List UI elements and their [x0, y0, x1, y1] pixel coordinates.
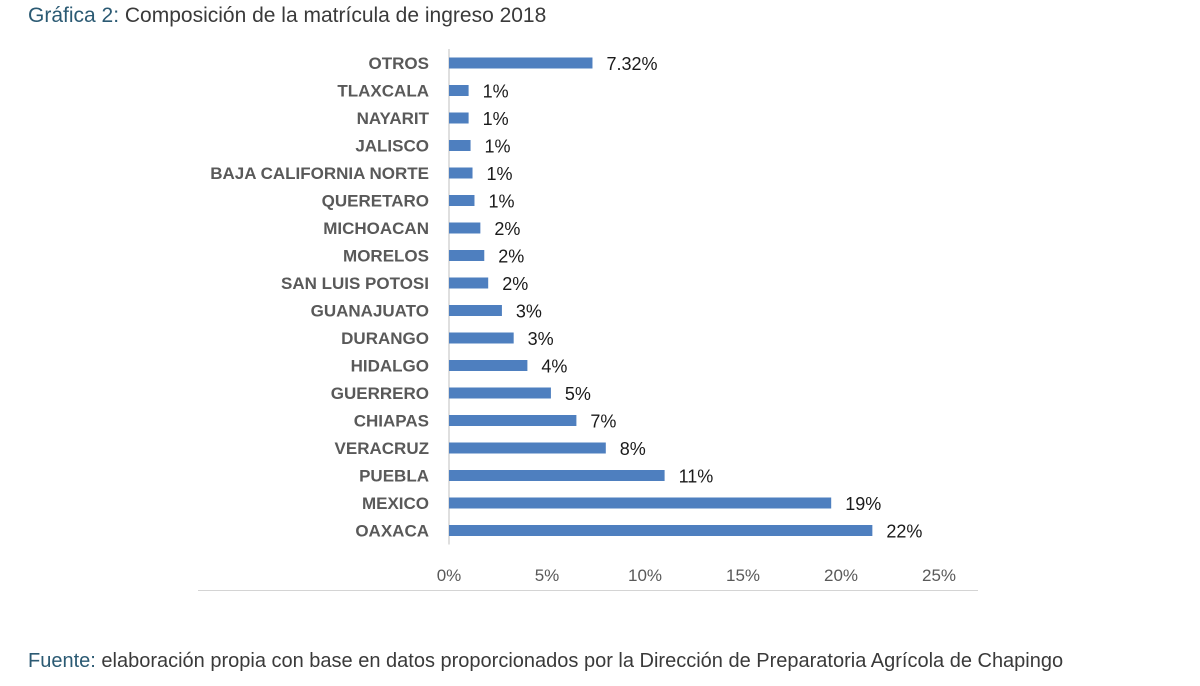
bar-guanajuato	[449, 305, 502, 316]
data-label-guerrero: 5%	[565, 384, 591, 404]
data-label-veracruz: 8%	[620, 439, 646, 459]
data-label-morelos: 2%	[498, 247, 524, 267]
bar-jalisco	[449, 140, 471, 151]
category-label-hidalgo: HIDALGO	[351, 357, 429, 376]
bar-hidalgo	[449, 360, 528, 371]
category-label-otros: OTROS	[369, 54, 429, 73]
bar-otros	[449, 57, 593, 69]
category-label-durango: DURANGO	[341, 329, 429, 348]
category-label-tlaxcala: TLAXCALA	[337, 82, 429, 101]
bar-puebla	[449, 470, 665, 481]
x-tick-label: 15%	[726, 566, 760, 585]
bar-queretaro	[449, 195, 475, 206]
bar-durango	[449, 332, 514, 344]
category-label-queretaro: QUERETARO	[322, 192, 429, 211]
bar-san-luis-potosi	[449, 277, 489, 289]
category-label-jalisco: JALISCO	[355, 137, 429, 156]
chart-title-prefix: Gráfica 2:	[28, 4, 120, 27]
category-label-baja-california-norte: BAJA CALIFORNIA NORTE	[210, 164, 429, 183]
category-label-chiapas: CHIAPAS	[354, 412, 429, 431]
category-label-san-luis-potosi: SAN LUIS POTOSI	[281, 274, 429, 293]
data-label-mexico: 19%	[845, 494, 881, 514]
data-label-tlaxcala: 1%	[483, 82, 509, 102]
bar-chiapas	[449, 415, 577, 426]
x-tick-label: 20%	[824, 566, 858, 585]
bar-mexico	[449, 497, 832, 509]
bar-morelos	[449, 250, 485, 261]
data-label-oaxaca: 22%	[886, 522, 922, 542]
data-label-nayarit: 1%	[483, 109, 509, 129]
data-label-puebla: 11%	[679, 467, 714, 487]
category-label-guanajuato: GUANAJUATO	[311, 302, 429, 321]
bar-chart: OTROS 7.32% TLAXCALA 1% NAYARIT 1% JALISCO 1% BA…	[210, 49, 956, 585]
data-label-durango: 3%	[528, 329, 554, 349]
data-label-hidalgo: 4%	[541, 357, 567, 377]
data-label-jalisco: 1%	[485, 137, 511, 157]
category-label-mexico: MEXICO	[362, 494, 429, 513]
bar-guerrero	[449, 387, 551, 399]
chart-frame-bottom-border	[198, 590, 978, 591]
category-label-oaxaca: OAXACA	[355, 522, 429, 541]
chart-title: Gráfica 2: Composición de la matrícula d…	[28, 4, 546, 28]
x-tick-label: 5%	[535, 566, 560, 585]
data-label-otros: 7.32%	[606, 54, 657, 74]
category-label-morelos: MORELOS	[343, 247, 429, 266]
category-label-guerrero: GUERRERO	[331, 384, 429, 403]
category-label-michoacan: MICHOACAN	[323, 219, 429, 238]
category-label-puebla: PUEBLA	[359, 467, 429, 486]
category-label-veracruz: VERACRUZ	[335, 439, 429, 458]
bar-oaxaca	[449, 525, 873, 536]
data-label-michoacan: 2%	[494, 219, 520, 239]
bar-michoacan	[449, 222, 481, 234]
source-note-text: elaboración propia con base en datos pro…	[101, 650, 1064, 672]
x-tick-label: 25%	[922, 566, 956, 585]
source-note-prefix: Fuente:	[28, 650, 96, 672]
chart-title-text: Composición de la matrícula de ingreso 2…	[124, 4, 547, 27]
bar-veracruz	[449, 442, 606, 454]
x-tick-label: 10%	[628, 566, 662, 585]
data-label-guanajuato: 3%	[516, 302, 542, 322]
source-note: Fuente: elaboración propia con base en d…	[28, 650, 1063, 673]
bar-baja-california-norte	[449, 167, 473, 179]
category-label-nayarit: NAYARIT	[357, 109, 430, 128]
bar-tlaxcala	[449, 85, 469, 96]
data-label-san-luis-potosi: 2%	[502, 274, 528, 294]
data-label-chiapas: 7%	[590, 412, 616, 432]
data-label-queretaro: 1%	[488, 192, 514, 212]
data-label-baja-california-norte: 1%	[487, 164, 513, 184]
bar-nayarit	[449, 112, 469, 124]
chart-area: OTROS 7.32% TLAXCALA 1% NAYARIT 1% JALISCO 1% BA…	[198, 40, 978, 591]
x-tick-label: 0%	[437, 566, 462, 585]
